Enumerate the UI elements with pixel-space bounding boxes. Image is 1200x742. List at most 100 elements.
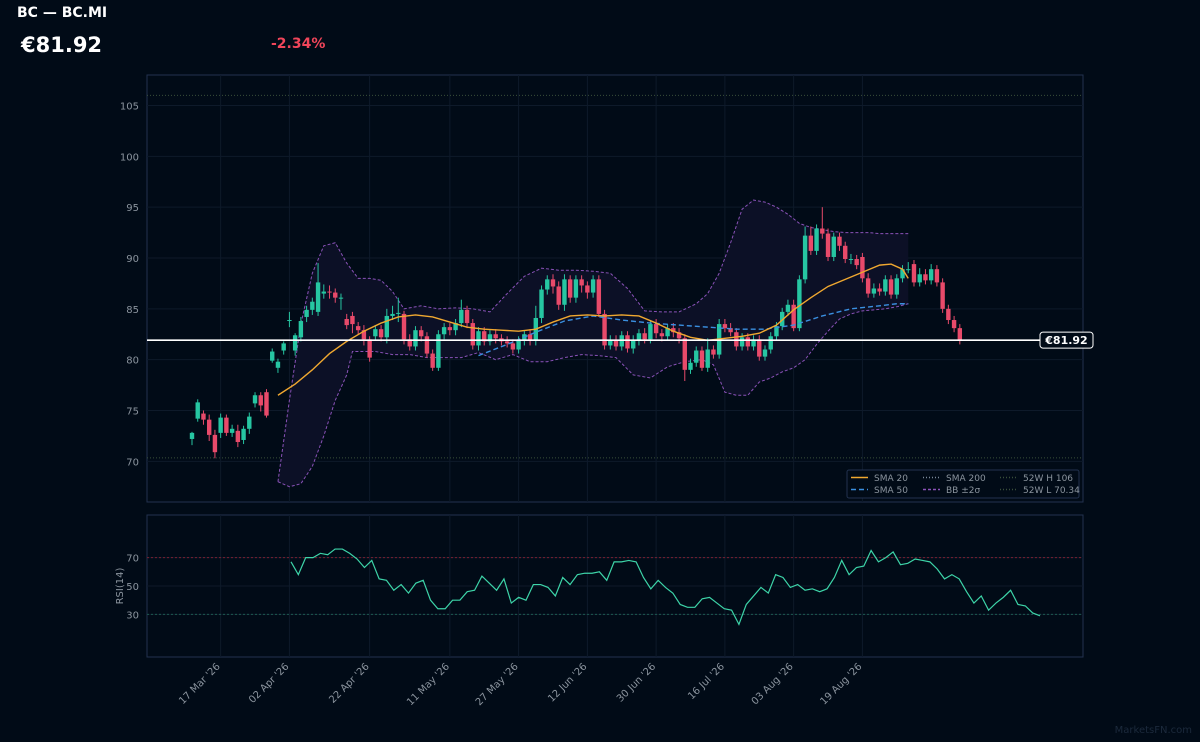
candle-body bbox=[373, 329, 378, 337]
rsi-line bbox=[290, 548, 1041, 626]
x-tick-label: 19 Aug '26 bbox=[819, 661, 865, 707]
candle-body bbox=[613, 340, 619, 347]
candle-body bbox=[871, 288, 877, 294]
candle-body bbox=[722, 324, 728, 329]
x-tick-label: 30 Jun '26 bbox=[615, 661, 658, 704]
candle-body bbox=[785, 304, 791, 312]
y-tick-label: 80 bbox=[126, 356, 139, 367]
candle-body bbox=[802, 235, 808, 280]
candle-body bbox=[745, 337, 751, 347]
candle-body bbox=[631, 340, 636, 349]
price-panel-frame bbox=[146, 74, 1084, 503]
candle-body bbox=[447, 327, 453, 331]
candle-body bbox=[327, 291, 332, 293]
candle-body bbox=[843, 245, 848, 260]
candle-body bbox=[539, 289, 544, 318]
candle-body bbox=[413, 330, 418, 347]
candle-body bbox=[602, 313, 607, 346]
current-price: €81.92 bbox=[21, 33, 103, 57]
candle-body bbox=[751, 339, 756, 347]
candle-body bbox=[459, 309, 464, 324]
x-tick-label: 03 Aug '26 bbox=[750, 661, 796, 707]
rsi-y-tick-label: 30 bbox=[126, 610, 139, 621]
candle-body bbox=[493, 334, 498, 339]
sma50-line bbox=[478, 303, 909, 357]
candle-body bbox=[252, 395, 258, 404]
candle-body bbox=[367, 339, 372, 358]
candle-body bbox=[270, 351, 275, 361]
candle-body bbox=[436, 334, 441, 368]
candle-body bbox=[298, 321, 304, 338]
candle-body bbox=[567, 279, 573, 298]
x-tick-label: 22 Apr '26 bbox=[327, 661, 371, 705]
candle-body bbox=[516, 340, 521, 350]
candle-body bbox=[636, 333, 642, 341]
candle-body bbox=[206, 419, 212, 435]
candle-body bbox=[951, 320, 957, 329]
candle-body bbox=[694, 350, 699, 363]
y-tick-label: 75 bbox=[126, 407, 139, 418]
candle-body bbox=[779, 311, 785, 327]
candle-body bbox=[396, 312, 401, 314]
candle-body bbox=[195, 402, 200, 419]
candle-body bbox=[848, 259, 854, 261]
legend-label: 52W H 106 bbox=[1023, 474, 1073, 484]
candle-body bbox=[419, 330, 424, 337]
candle-body bbox=[825, 233, 831, 257]
candle-body bbox=[510, 343, 516, 350]
rsi-y-tick-label: 50 bbox=[126, 582, 139, 593]
candle-body bbox=[355, 326, 361, 331]
candle-body bbox=[774, 326, 779, 337]
last-price-label: €81.92 bbox=[1044, 334, 1087, 347]
candle-body bbox=[734, 332, 739, 347]
candle-body bbox=[653, 324, 659, 334]
candle-body bbox=[699, 350, 705, 368]
candle-body bbox=[831, 236, 836, 257]
candle-body bbox=[711, 349, 716, 355]
candle-body bbox=[201, 413, 206, 420]
candle-body bbox=[625, 335, 630, 349]
candle-body bbox=[315, 282, 321, 312]
bb-lower-line bbox=[277, 303, 909, 488]
candle-body bbox=[894, 278, 899, 295]
candle-body bbox=[860, 256, 865, 279]
candle-body bbox=[189, 432, 195, 439]
candle-body bbox=[545, 279, 550, 290]
candle-body bbox=[791, 304, 796, 329]
candle-body bbox=[682, 338, 687, 370]
legend-label: SMA 50 bbox=[874, 486, 908, 496]
candle-body bbox=[928, 269, 934, 281]
candle-body bbox=[642, 333, 647, 340]
legend-label: 52W L 70.34 bbox=[1023, 486, 1080, 496]
x-tick-label: 11 May '26 bbox=[405, 661, 452, 708]
candle-body bbox=[264, 392, 269, 416]
candle-body bbox=[728, 328, 733, 333]
watermark: MarketsFN.com bbox=[1114, 725, 1192, 736]
candle-body bbox=[665, 328, 670, 337]
ticker-title: BC — BC.MI bbox=[17, 5, 108, 21]
rsi-y-tick-label: 70 bbox=[126, 554, 139, 565]
candle-body bbox=[224, 417, 229, 433]
candle-body bbox=[608, 340, 613, 346]
candle-body bbox=[688, 362, 693, 370]
candle-body bbox=[258, 395, 263, 406]
candle-body bbox=[579, 279, 584, 286]
candle-body bbox=[768, 336, 773, 350]
candle-body bbox=[820, 228, 825, 234]
candle-body bbox=[453, 323, 458, 331]
candle-body bbox=[946, 308, 951, 321]
candle-body bbox=[470, 323, 475, 346]
candle-body bbox=[590, 279, 596, 293]
candle-body bbox=[281, 343, 286, 351]
candle-body bbox=[384, 315, 390, 338]
candle-body bbox=[292, 335, 298, 351]
x-tick-label: 16 Jul '26 bbox=[686, 661, 727, 702]
candle-body bbox=[648, 324, 653, 340]
candle-body bbox=[888, 279, 894, 295]
candle-body bbox=[304, 309, 309, 317]
candle-body bbox=[310, 301, 315, 310]
y-tick-label: 85 bbox=[126, 305, 139, 316]
sma20-line bbox=[277, 263, 909, 396]
candle-body bbox=[321, 291, 326, 294]
